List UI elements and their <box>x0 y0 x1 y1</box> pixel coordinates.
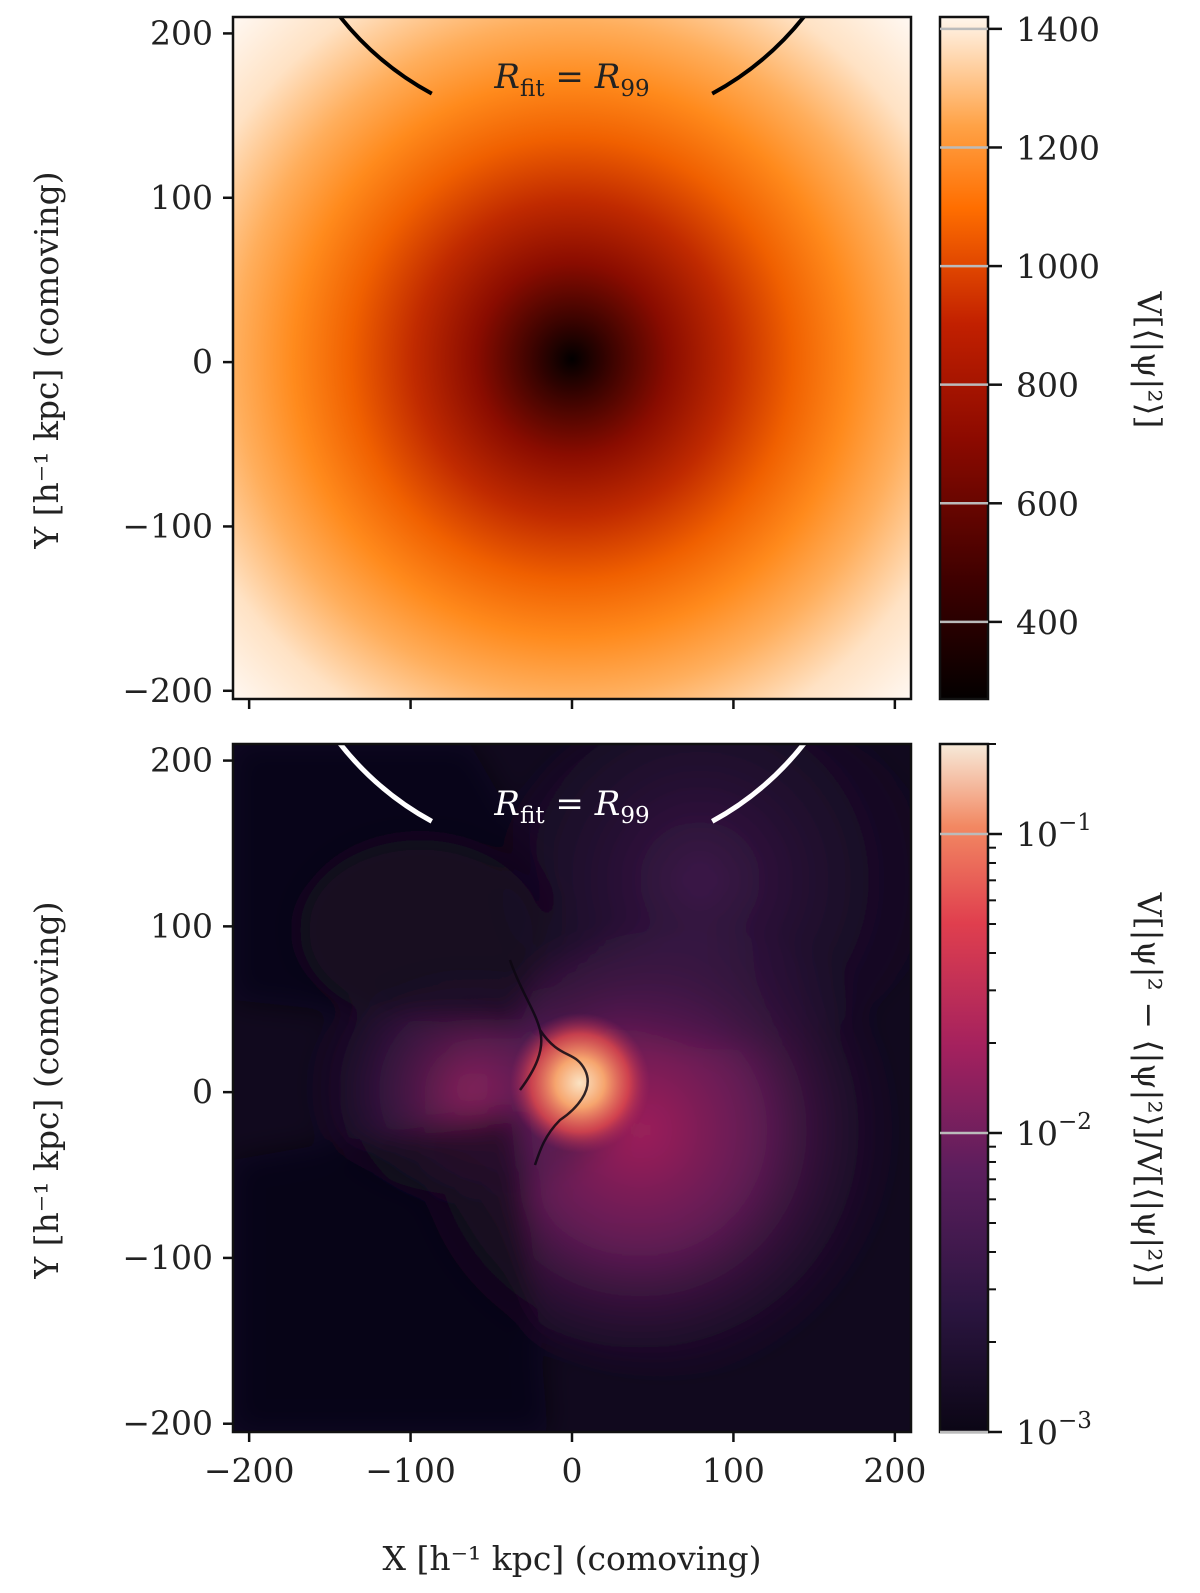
top-panel: Rfit = R99 −200 −100 0 100 200 Y [h⁻¹ kpc] (… <box>27 13 913 710</box>
colorbar-tick-label: 1400 <box>1016 10 1100 49</box>
top-colorbar-gradient <box>940 17 988 699</box>
y-tick-label: 0 <box>192 342 213 381</box>
x-tick-label: −200 <box>204 1451 295 1490</box>
bottom-colorbar-ticks: 10−3 10−2 10−1 <box>940 743 1092 1452</box>
y-tick-label: 200 <box>150 13 213 52</box>
bottom-colorbar: 10−3 10−2 10−1 V[|ψ|² − ⟨|ψ|²⟩]/V[⟨|ψ|²⟩] <box>938 742 1169 1452</box>
bottom-x-axis-label: X [h⁻¹ kpc] (comoving) <box>382 1539 761 1578</box>
bottom-y-axis-label: Y [h⁻¹ kpc] (comoving) <box>27 901 66 1279</box>
y-tick-label: 0 <box>192 1072 213 1111</box>
colorbar-tick-label: 600 <box>1016 484 1079 523</box>
y-tick-label: 200 <box>150 741 213 780</box>
colorbar-tick-label: 10−1 <box>1016 810 1092 854</box>
colorbar-tick-label: 1200 <box>1016 128 1100 167</box>
bottom-y-ticks: −200 −100 0 100 200 <box>122 741 233 1443</box>
x-tick-label: 0 <box>562 1451 583 1490</box>
bottom-panel: Rfit = R99 −200 −100 0 100 200 −200 −100 0 100 2… <box>27 741 926 1578</box>
top-colorbar: 400 600 800 1000 1200 1400 V[⟨|ψ|²⟩] <box>938 10 1169 701</box>
top-colorbar-ticks: 400 600 800 1000 1200 1400 <box>940 10 1100 642</box>
top-heatmap <box>233 17 911 699</box>
colorbar-tick-label: 10−3 <box>1016 1408 1092 1452</box>
bottom-heatmap <box>233 744 911 1432</box>
bottom-colorbar-label: V[|ψ|² − ⟨|ψ|²⟩]/V[⟨|ψ|²⟩] <box>1130 892 1169 1287</box>
x-tick-label: 200 <box>863 1451 926 1490</box>
bottom-colorbar-gradient <box>940 744 988 1432</box>
y-tick-label: −100 <box>122 506 213 545</box>
top-annotation: Rfit = R99 <box>493 57 649 102</box>
top-y-axis-label: Y [h⁻¹ kpc] (comoving) <box>27 171 66 549</box>
x-tick-label: 100 <box>702 1451 765 1490</box>
bottom-x-ticks: −200 −100 0 100 200 <box>204 1432 926 1490</box>
colorbar-tick-label: 10−2 <box>1016 1109 1092 1153</box>
bottom-dark-filament <box>508 959 589 1166</box>
top-colorbar-label: V[⟨|ψ|²⟩] <box>1130 291 1169 429</box>
y-tick-label: −200 <box>122 671 213 710</box>
y-tick-label: −200 <box>122 1404 213 1443</box>
bottom-annotation: Rfit = R99 <box>493 784 649 829</box>
top-colorbar-frame <box>938 15 990 701</box>
top-y-ticks: −200 −100 0 100 200 <box>122 13 233 710</box>
colorbar-tick-label: 400 <box>1016 603 1079 642</box>
x-tick-label: −100 <box>365 1451 456 1490</box>
y-tick-label: 100 <box>150 178 213 217</box>
top-x-ticks <box>247 699 897 709</box>
y-tick-label: −100 <box>122 1238 213 1277</box>
colorbar-tick-label: 1000 <box>1016 247 1100 286</box>
y-tick-label: 100 <box>150 906 213 945</box>
colorbar-tick-label: 800 <box>1016 366 1079 405</box>
